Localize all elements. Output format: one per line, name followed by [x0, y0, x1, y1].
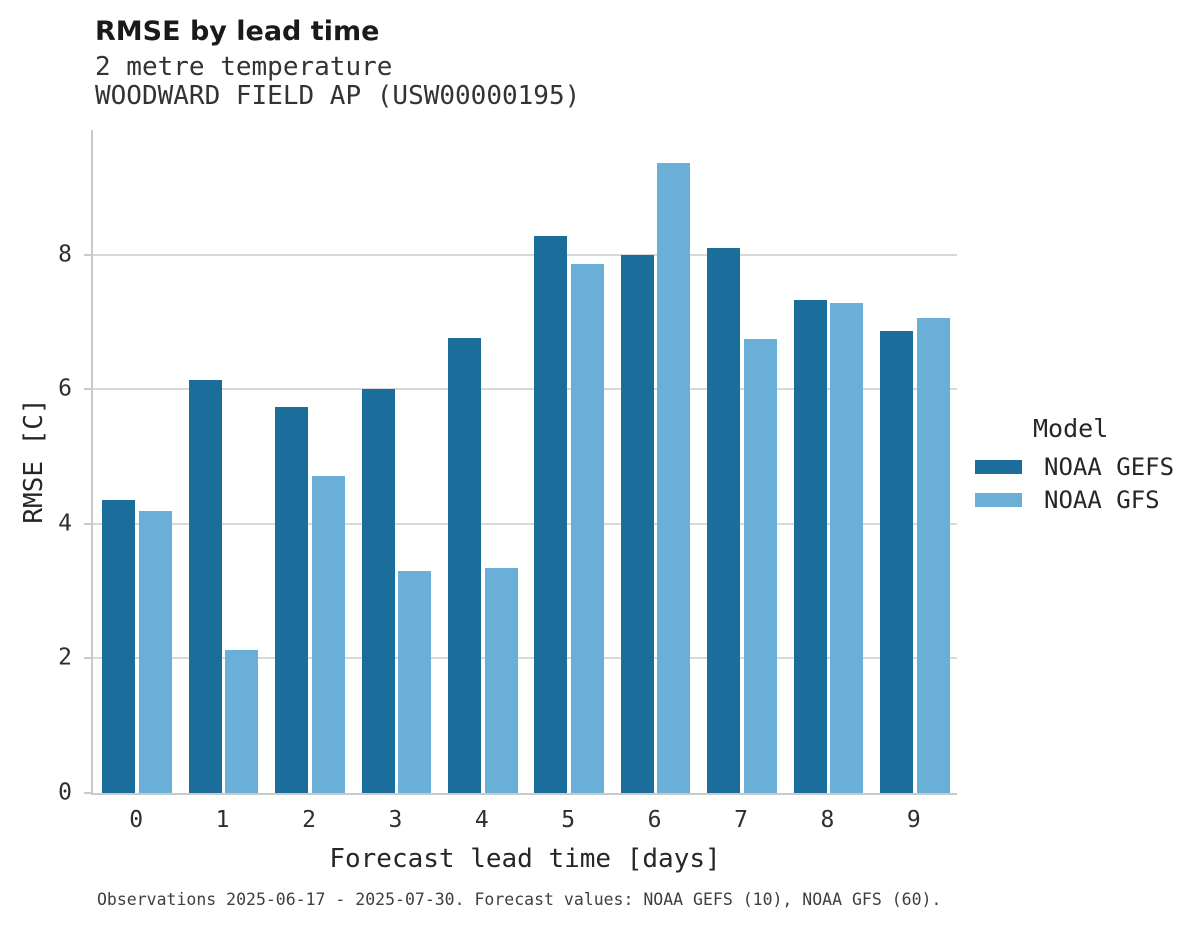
y-tick-mark-4: [84, 522, 91, 525]
x-tick-label-7: 7: [734, 807, 748, 833]
y-tick-label-6: 6: [58, 375, 72, 402]
x-tick-label-0: 0: [129, 807, 144, 833]
bar-noaa-gfs-lead-9: [916, 317, 950, 793]
bar-noaa-gefs-lead-0: [102, 500, 136, 793]
gridline-y-8: [93, 253, 957, 256]
y-tick-mark-0: [84, 792, 91, 794]
chart-header: RMSE by lead time 2 metre temperature WO…: [95, 16, 580, 111]
gridline-y-4: [93, 522, 957, 525]
legend-swatch-noaa-gefs: [975, 459, 1022, 474]
x-tick-label-3: 3: [388, 807, 403, 833]
bar-noaa-gefs-lead-7: [707, 248, 741, 793]
bar-noaa-gfs-lead-3: [398, 570, 432, 793]
bar-noaa-gfs-lead-1: [225, 650, 259, 793]
chart-subtitle-station: WOODWARD FIELD AP (USW00000195): [95, 81, 581, 111]
bar-noaa-gfs-lead-5: [570, 263, 604, 793]
x-tick-label-4: 4: [474, 807, 489, 833]
y-tick-label-8: 8: [58, 241, 72, 268]
x-tick-label-2: 2: [302, 807, 316, 833]
bar-noaa-gfs-lead-0: [138, 510, 172, 793]
bar-noaa-gfs-lead-7: [743, 339, 777, 793]
y-axis-label: RMSE [C]: [19, 398, 49, 524]
y-tick-label-0: 0: [58, 779, 72, 806]
x-tick-label-8: 8: [820, 807, 835, 833]
bar-noaa-gfs-lead-8: [830, 303, 864, 793]
x-tick-label-9: 9: [906, 807, 921, 833]
chart-title: RMSE by lead time: [95, 16, 380, 47]
x-axis-label: Forecast lead time [days]: [329, 844, 721, 874]
bar-noaa-gefs-lead-6: [620, 255, 654, 793]
bar-noaa-gefs-lead-1: [188, 379, 222, 793]
gridline-y-6: [93, 388, 957, 391]
y-tick-mark-2: [84, 657, 91, 660]
plot-area: 0 2 4 6 8 0 1 2 3 4 5 6 7 8 9: [58, 130, 957, 833]
x-tick-label-6: 6: [647, 807, 662, 833]
legend-entry-noaa-gfs: NOAA GFS: [975, 485, 1174, 514]
bar-noaa-gefs-lead-2: [275, 407, 309, 793]
legend-swatch-noaa-gfs: [975, 492, 1022, 507]
x-tick-label-1: 1: [215, 807, 230, 833]
legend-label-noaa-gfs: NOAA GFS: [1044, 485, 1160, 514]
footnote-caption: Observations 2025-06-17 - 2025-07-30. Fo…: [97, 890, 942, 909]
legend-entry-noaa-gefs: NOAA GEFS: [975, 452, 1175, 481]
y-tick-mark-6: [84, 388, 91, 391]
x-axis-spine: [91, 793, 957, 795]
legend-label-noaa-gefs: NOAA GEFS: [1044, 452, 1175, 481]
y-tick-label-4: 4: [58, 510, 72, 537]
y-tick-label-2: 2: [58, 644, 72, 671]
legend-title: Model: [1033, 414, 1109, 443]
gridline-y-2: [93, 657, 957, 660]
bar-noaa-gefs-lead-4: [448, 338, 481, 793]
bar-noaa-gefs-lead-8: [793, 300, 827, 793]
bar-noaa-gfs-lead-4: [484, 568, 518, 793]
y-axis-spine: [91, 130, 93, 795]
chart-subtitle-variable: 2 metre temperature: [95, 52, 393, 82]
x-tick-label-5: 5: [561, 807, 576, 833]
bar-noaa-gefs-lead-5: [534, 236, 568, 793]
bar-noaa-gfs-lead-6: [657, 162, 691, 793]
bar-noaa-gfs-lead-2: [311, 475, 345, 793]
y-tick-mark-8: [84, 253, 91, 256]
legend: Model NOAA GEFS NOAA GFS: [975, 416, 1174, 522]
bar-noaa-gefs-lead-9: [880, 331, 913, 793]
bar-noaa-gefs-lead-3: [361, 389, 395, 793]
